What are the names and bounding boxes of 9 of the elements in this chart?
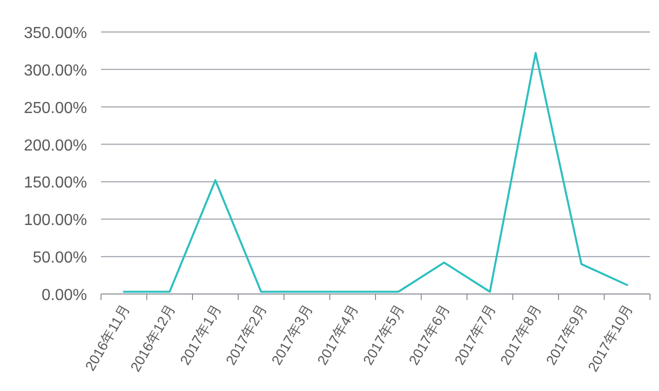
y-tick-label: 300.00% <box>24 62 87 80</box>
y-tick-label: 0.00% <box>42 287 87 304</box>
y-tick-label: 150.00% <box>24 174 87 192</box>
y-tick-label: 200.00% <box>24 137 87 154</box>
y-tick-label: 50.00% <box>32 250 87 267</box>
y-tick-label: 350.00% <box>24 25 87 42</box>
y-tick-label: 250.00% <box>24 100 87 117</box>
y-tick-label: 100.00% <box>24 212 87 230</box>
line-series <box>122 52 628 293</box>
